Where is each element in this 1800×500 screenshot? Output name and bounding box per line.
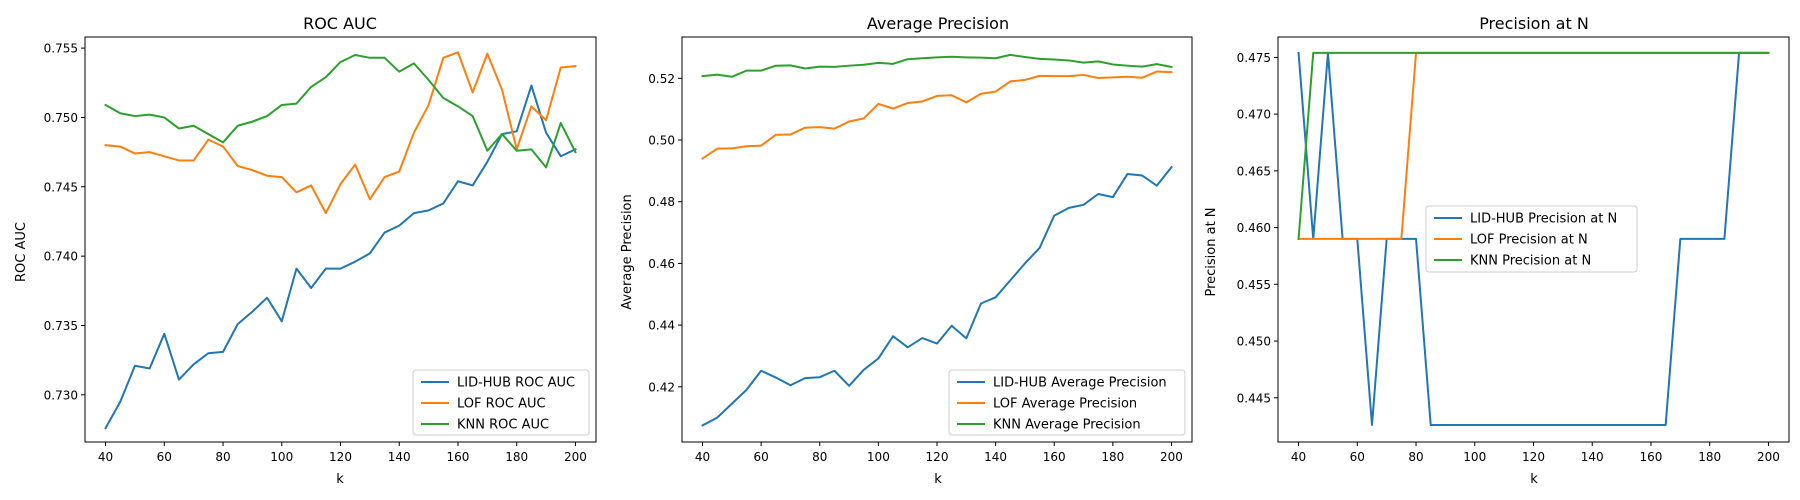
series-line — [104, 51, 577, 215]
x-axis-label: k — [1530, 472, 1538, 487]
y-tick-label: 0.735 — [44, 319, 78, 333]
x-tick-label: 120 — [1522, 450, 1545, 464]
x-tick-label: 140 — [1581, 450, 1604, 464]
y-tick-label: 0.52 — [648, 72, 675, 86]
chart-title: ROC AUC — [303, 14, 377, 33]
x-tick-label: 160 — [447, 450, 470, 464]
legend-label: LOF Average Precision — [993, 397, 1137, 412]
y-tick-label: 0.450 — [1237, 335, 1271, 349]
x-tick-label: 40 — [1291, 450, 1306, 464]
x-tick-label: 200 — [564, 450, 587, 464]
x-tick-label: 140 — [984, 450, 1007, 464]
legend-box — [1425, 205, 1638, 273]
y-tick-label: 0.465 — [1237, 164, 1271, 178]
x-tick-label: 100 — [867, 450, 890, 464]
legend: LID-HUB ROC AUC LOF ROC AUC KNN ROC AUC — [412, 369, 590, 436]
x-tick-label: 120 — [329, 450, 352, 464]
roc-auc-panel: ROC AUC 40 60 80 100 120 140 160 180 200 0.730 0.7… — [14, 14, 597, 487]
legend-label: LID-HUB Average Precision — [993, 376, 1167, 391]
y-tick-label: 0.460 — [1237, 221, 1271, 235]
y-tick-label: 0.445 — [1237, 391, 1271, 405]
legend-label: LID-HUB Precision at N — [1470, 212, 1617, 227]
x-tick-label: 180 — [1101, 450, 1124, 464]
legend-label: LOF Precision at N — [1470, 233, 1588, 248]
x-tick-label: 180 — [1698, 450, 1721, 464]
y-tick-label: 0.455 — [1237, 278, 1271, 292]
x-tick-label: 40 — [695, 450, 710, 464]
x-tick-label: 160 — [1043, 450, 1066, 464]
y-axis-label: Precision at N — [1204, 207, 1219, 296]
x-tick-label: 60 — [157, 450, 172, 464]
legend-label: LOF ROC AUC — [457, 397, 546, 412]
x-tick-label: 80 — [215, 450, 230, 464]
series-line — [701, 70, 1173, 160]
y-tick-label: 0.740 — [44, 250, 78, 264]
average-precision-panel: Average Precision 40 60 80 100 120 140 160 180 2… — [620, 14, 1193, 487]
y-tick-label: 0.46 — [648, 257, 675, 271]
legend-label: KNN Precision at N — [1470, 254, 1591, 269]
y-tick-label: 0.745 — [44, 180, 78, 194]
x-tick-label: 140 — [388, 450, 411, 464]
x-tick-label: 120 — [926, 450, 949, 464]
x-tick-label: 80 — [812, 450, 827, 464]
series-line — [701, 165, 1173, 427]
chart-title: Average Precision — [867, 14, 1009, 33]
x-tick-label: 200 — [1757, 450, 1780, 464]
precision-at-n-panel: Precision at N 40 60 80 100 120 140 160 180 200 0… — [1204, 14, 1790, 487]
legend: LID-HUB Precision at N LOF Precision at N… — [1425, 205, 1638, 273]
x-tick-label: 40 — [98, 450, 113, 464]
y-tick-label: 0.50 — [648, 134, 675, 148]
x-tick-label: 80 — [1408, 450, 1423, 464]
legend-label: KNN Average Precision — [993, 418, 1141, 433]
y-tick-label: 0.48 — [648, 195, 675, 209]
x-tick-label: 100 — [1463, 450, 1486, 464]
legend-label: LID-HUB ROC AUC — [457, 376, 575, 391]
x-tick-label: 180 — [505, 450, 528, 464]
series-line — [1297, 51, 1770, 426]
legend-label: KNN ROC AUC — [457, 418, 549, 433]
x-axis-label: k — [934, 472, 942, 487]
x-tick-label: 60 — [1350, 450, 1365, 464]
y-axis-label: ROC AUC — [14, 222, 29, 282]
series-line — [1297, 51, 1770, 241]
x-tick-label: 60 — [753, 450, 768, 464]
x-tick-label: 160 — [1640, 450, 1663, 464]
x-tick-label: 100 — [270, 450, 293, 464]
x-axis-label: k — [336, 472, 344, 487]
chart-title: Precision at N — [1479, 14, 1589, 33]
y-tick-label: 0.42 — [648, 380, 675, 394]
legend-box — [412, 369, 590, 436]
series-line — [104, 54, 577, 169]
series-line — [701, 53, 1173, 78]
y-tick-label: 0.44 — [648, 319, 675, 333]
y-tick-label: 0.755 — [44, 42, 78, 56]
legend: LID-HUB Average Precision LOF Average Pre… — [948, 369, 1186, 436]
y-axis-label: Average Precision — [620, 194, 635, 310]
y-tick-label: 0.475 — [1237, 51, 1271, 65]
series-line — [104, 84, 577, 430]
legend-box — [948, 369, 1186, 436]
y-tick-label: 0.470 — [1237, 108, 1271, 122]
y-tick-label: 0.730 — [44, 388, 78, 402]
x-tick-label: 200 — [1160, 450, 1183, 464]
y-tick-label: 0.750 — [44, 111, 78, 125]
